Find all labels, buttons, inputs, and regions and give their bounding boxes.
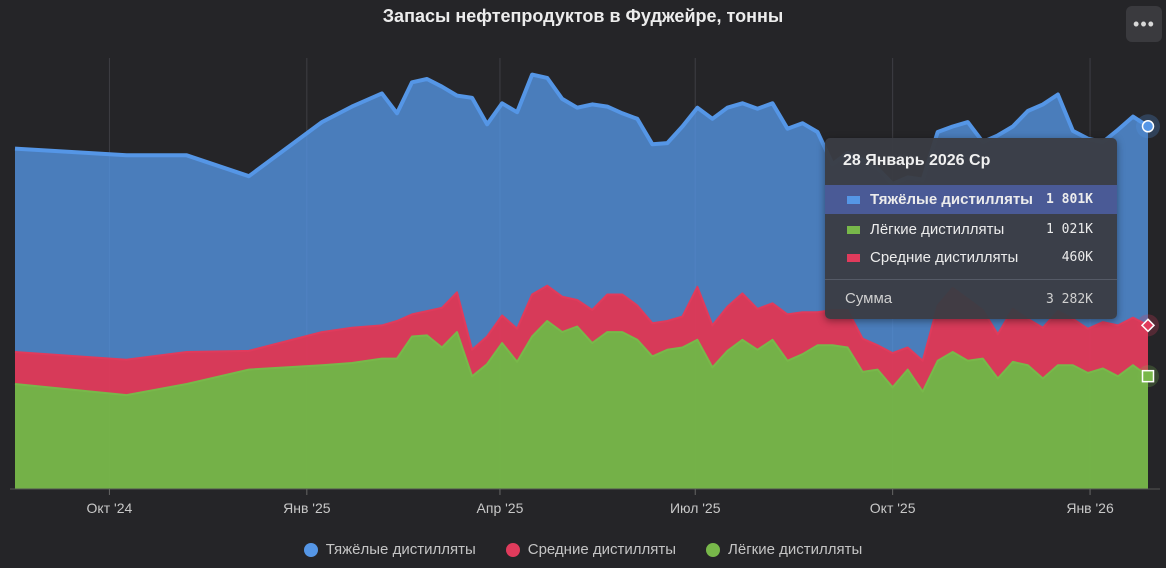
more-options-button[interactable]: ••• [1126,6,1162,42]
tooltip-row-name: Средние дистилляты [870,249,1019,266]
marker-heavy [1141,120,1155,133]
chart-title: Запасы нефтепродуктов в Фуджейре, тонны [382,6,784,26]
tooltip-sum-label: Сумма [845,290,893,307]
tooltip-row-heavy: Тяжёлые дистилляты 1 801K [825,185,1117,214]
legend-dot-icon [505,542,520,557]
marker-light [1141,369,1155,383]
x-tick-label: Апр '25 [477,500,524,516]
area-series [15,285,1148,396]
tooltip-date: 28 Январь 2026 Ср [843,152,991,169]
more-horizontal-icon: ••• [1133,13,1155,34]
legend-dot-icon [303,542,318,557]
tooltip-row-value: 1 801K [1046,192,1093,207]
x-tick-label: Янв '26 [1066,500,1114,516]
x-tick-label: Июл '25 [670,500,721,516]
swatch-heavy [847,195,860,204]
legend-item-light[interactable]: Лёгкие дистилляты [706,541,862,558]
series-line [14,284,1149,362]
legend-label: Лёгкие дистилляты [728,541,863,558]
x-tick-label: Янв '25 [283,500,331,516]
x-tick-label: Окт '24 [87,500,133,516]
chart-legend: Тяжёлые дистилляты Средние дистилляты Лё… [0,541,1166,558]
legend-label: Тяжёлые дистилляты [325,541,476,558]
legend-item-middle[interactable]: Средние дистилляты [505,541,677,558]
chart-tooltip: 28 Январь 2026 Ср Тяжёлые дистилляты 1 8… [825,138,1117,319]
tooltip-row-value: 460K [1061,250,1093,265]
legend-label: Средние дистилляты [527,541,677,558]
legend-dot-icon [706,542,721,557]
tooltip-sum-value: 3 282K [1046,292,1093,307]
tooltip-row-value: 1 021K [1046,222,1093,237]
area-series [15,321,1148,489]
tooltip-divider [825,279,1117,280]
series-line [14,320,1149,397]
tooltip-row-light: Лёгкие дистилляты 1 021K [825,215,1117,244]
marker-middle [1140,318,1156,333]
swatch-light [847,225,860,234]
tooltip-row-middle: Средние дистилляты 460K [825,243,1117,272]
tooltip-row-name: Лёгкие дистилляты [870,221,1005,238]
series-line [14,72,1150,186]
legend-item-heavy[interactable]: Тяжёлые дистилляты [303,541,476,558]
x-tick-label: Окт '25 [870,500,916,516]
tooltip-row-name: Тяжёлые дистилляты [870,191,1033,208]
swatch-middle [847,253,860,262]
